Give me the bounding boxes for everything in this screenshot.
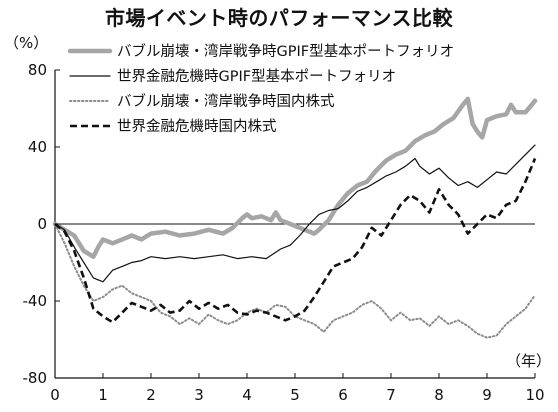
x-tick-label: 6: [338, 386, 348, 404]
y-tick-label: 0: [37, 215, 47, 233]
y-tick-label: 40: [28, 138, 47, 156]
x-tick-label: 5: [290, 386, 300, 404]
x-tick-label: 9: [482, 386, 492, 404]
y-tick-label: -80: [23, 369, 48, 387]
x-axis-unit-label: （年）: [506, 352, 551, 370]
series-layer: [52, 96, 538, 339]
chart-title: 市場イベント時のパフォーマンス比較: [104, 6, 454, 30]
series-line-1: [52, 96, 538, 259]
y-tick-label: 80: [28, 61, 47, 79]
x-tick-label: 8: [434, 386, 444, 404]
series-line-4: [54, 158, 537, 324]
x-tick-label: 0: [50, 386, 60, 404]
y-axis-unit-label: （%）: [4, 34, 48, 52]
legend-layer: バブル崩壊・湾岸戦争時GPIF型基本ポートフォリオ世界金融危機時GPIF型基本ポ…: [67, 42, 454, 135]
x-tick-label: 10: [525, 386, 544, 404]
x-tick-label: 2: [146, 386, 156, 404]
axis-layer: 0 1 2 3 4 5 6 7 8 9 10 80 40 0 -40 -80: [23, 61, 545, 404]
x-tick-label: 3: [194, 386, 204, 404]
legend-label-3: バブル崩壊・湾岸戦争時国内株式: [117, 92, 335, 110]
legend-label-2: 世界金融危機時GPIF型基本ポートフォリオ: [117, 68, 396, 85]
y-tick-label: -40: [23, 292, 48, 310]
x-tick-label: 7: [386, 386, 396, 404]
legend-label-4: 世界金融危機時国内株式: [117, 118, 277, 135]
series-line-2: [54, 144, 536, 283]
x-tick-label: 1: [98, 386, 108, 404]
x-tick-label: 4: [242, 386, 252, 404]
legend-label-1: バブル崩壊・湾岸戦争時GPIF型基本ポートフォリオ: [117, 42, 454, 60]
